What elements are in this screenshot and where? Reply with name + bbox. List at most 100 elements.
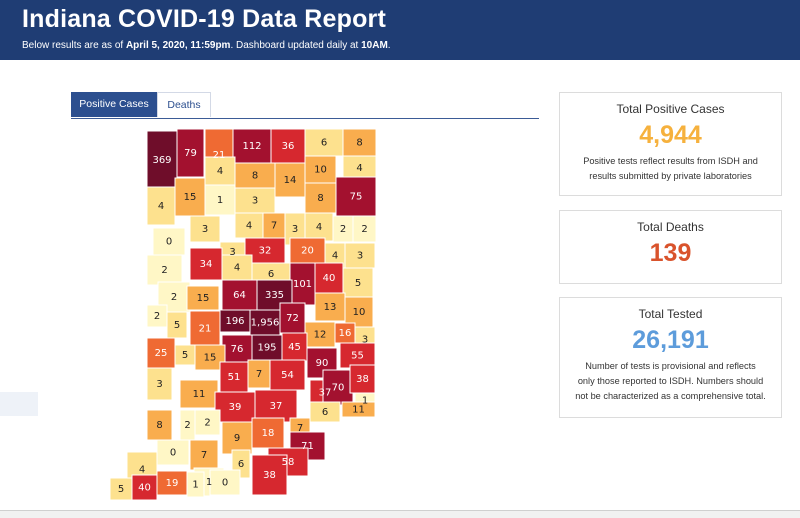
county-case-count: 0 [170,448,176,459]
county-case-count: 21 [199,324,212,335]
county-shape[interactable] [186,471,205,498]
county-shape[interactable] [339,342,376,369]
county-shape[interactable] [254,389,298,423]
county-shape[interactable] [146,409,173,441]
county-shape[interactable] [166,311,188,339]
deaths-title: Total Deaths [637,220,704,234]
county-shape[interactable] [131,474,158,501]
county-case-count: 4 [332,251,338,262]
county-case-count: 15 [204,353,217,364]
last-updated-text: Below results are as of April 5, 2020, 1… [22,40,391,51]
county-shape[interactable] [146,254,183,286]
county-case-count: 4 [246,221,252,232]
county-case-count: 19 [166,478,179,489]
county-case-count: 12 [314,330,327,341]
county-case-count: 8 [252,171,258,182]
county-case-count: 4 [217,166,223,177]
county-shape[interactable] [234,212,264,239]
county-case-count: 4 [158,201,164,212]
county-case-count: 37 [270,401,283,412]
county-case-count: 7 [297,423,303,434]
county-shape[interactable] [281,332,308,362]
county-shape[interactable] [304,155,337,184]
county-shape[interactable] [194,409,221,436]
county-case-count: 5 [174,320,180,331]
county-case-count: 4 [139,465,145,476]
county-case-count: 20 [301,246,314,257]
header-banner: Indiana COVID-19 Data Report Below resul… [0,0,800,60]
county-shape[interactable] [214,391,256,423]
positive-cases-value: 4,944 [639,121,702,149]
county-case-count: 7 [256,369,262,380]
tested-note-line: Number of tests is provisional and refle… [585,361,756,371]
county-shape[interactable] [251,454,288,496]
county-case-count: 6 [268,269,274,280]
tab-deaths[interactable]: Deaths [157,92,211,117]
county-case-count: 7 [271,221,277,232]
county-shape[interactable] [335,176,377,217]
county-shape[interactable] [352,215,377,243]
county-shape[interactable] [289,237,326,264]
county-shape[interactable] [249,309,281,336]
county-shape[interactable] [146,337,176,369]
positive-note-line: results submitted by private laboratorie… [589,171,752,181]
county-shape[interactable] [219,361,249,393]
county-case-count: 3 [229,247,235,258]
county-shape[interactable] [146,367,173,401]
tested-note-line: only those reported to ISDH. Numbers sho… [577,376,764,386]
county-shape[interactable] [251,417,285,449]
county-case-count: 8 [156,420,162,431]
county-case-count: 2 [184,420,190,431]
county-case-count: 3 [202,224,208,235]
county-case-count: 15 [197,293,210,304]
county-case-count: 76 [231,344,244,355]
county-case-count: 21 [213,150,226,161]
county-case-count: 7 [201,450,207,461]
county-shape[interactable] [304,212,334,242]
county-shape[interactable] [174,177,206,217]
county-case-count: 15 [184,192,197,203]
county-case-count: 37 [319,388,332,399]
county-shape[interactable] [304,128,344,157]
county-case-count: 70 [332,383,345,394]
county-case-count: 196 [225,316,244,327]
county-shape[interactable] [189,215,221,243]
county-shape[interactable] [189,247,223,281]
county-case-count: 3 [357,251,363,262]
county-case-count: 39 [229,402,242,413]
county-shape[interactable] [176,128,205,178]
county-shape[interactable] [349,364,376,394]
county-case-count: 2 [340,224,346,235]
county-shape[interactable] [186,285,220,311]
tab-positive-cases[interactable]: Positive Cases [71,92,157,117]
county-shape[interactable] [274,162,306,198]
county-case-count: 34 [200,259,213,270]
county-shape[interactable] [322,369,354,406]
county-case-count: 9 [234,433,240,444]
county-shape[interactable] [341,401,376,418]
county-case-count: 90 [316,358,329,369]
tested-note: Number of tests is provisional and refle… [560,359,781,404]
county-shape[interactable] [251,334,283,361]
county-case-count: 4 [316,222,322,233]
page-title: Indiana COVID-19 Data Report [22,5,386,33]
county-shape[interactable] [204,184,236,216]
county-shape[interactable] [204,156,236,186]
county-shape[interactable] [209,469,241,496]
county-shape[interactable] [342,128,377,157]
county-shape[interactable] [221,421,253,455]
county-shape[interactable] [342,155,377,181]
county-case-count: 2 [154,311,160,322]
county-case-count: 369 [152,155,171,166]
tested-value: 26,191 [632,326,709,354]
county-case-count: 335 [265,290,284,301]
subtitle-time: 10AM [361,40,388,51]
county-shape[interactable] [344,242,376,269]
county-shape[interactable] [314,262,344,294]
county-case-count: 71 [301,441,314,452]
county-case-count: 11 [352,405,365,416]
county-case-count: 10 [353,307,366,318]
county-shape[interactable] [309,401,341,423]
county-case-count: 0 [222,478,228,489]
